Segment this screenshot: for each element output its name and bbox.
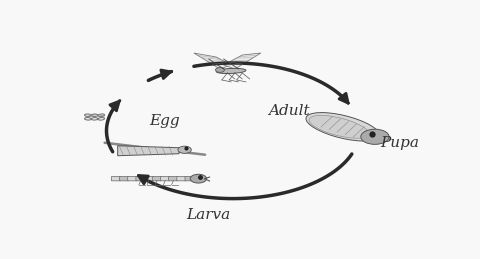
Ellipse shape [309, 115, 369, 138]
Circle shape [216, 68, 225, 72]
Ellipse shape [216, 68, 246, 74]
FancyBboxPatch shape [168, 176, 178, 181]
FancyBboxPatch shape [177, 176, 186, 181]
FancyBboxPatch shape [128, 176, 137, 181]
Circle shape [190, 174, 206, 183]
Circle shape [361, 129, 389, 144]
Text: Larva: Larva [187, 207, 231, 221]
Text: Adult: Adult [268, 104, 310, 118]
FancyBboxPatch shape [144, 176, 153, 181]
Polygon shape [194, 53, 231, 69]
Circle shape [178, 146, 192, 153]
Polygon shape [224, 53, 261, 69]
FancyBboxPatch shape [120, 176, 129, 181]
FancyBboxPatch shape [185, 176, 194, 181]
Text: Egg: Egg [149, 114, 180, 128]
FancyBboxPatch shape [152, 176, 161, 181]
FancyBboxPatch shape [136, 176, 145, 181]
Polygon shape [118, 146, 179, 156]
FancyBboxPatch shape [111, 176, 120, 181]
Ellipse shape [306, 113, 380, 141]
Text: Pupa: Pupa [380, 136, 419, 150]
FancyBboxPatch shape [160, 176, 170, 181]
